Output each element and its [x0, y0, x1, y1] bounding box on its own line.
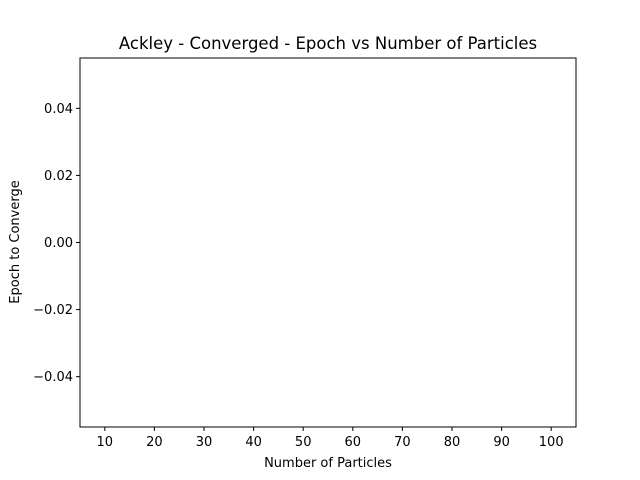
x-axis-label: Number of Particles: [264, 456, 392, 471]
x-tick-label: 10: [97, 435, 114, 450]
y-axis: −0.04 −0.02 0.00 0.02 0.04: [33, 102, 80, 385]
x-tick-label: 90: [493, 435, 510, 450]
y-tick-label: 0.04: [44, 102, 73, 117]
y-tick-label: 0.00: [44, 236, 73, 251]
y-tick-label: 0.02: [44, 169, 73, 184]
x-tick-label: 70: [394, 435, 411, 450]
x-tick-label: 30: [196, 435, 213, 450]
x-tick-label: 100: [539, 435, 564, 450]
x-tick-label: 60: [345, 435, 362, 450]
plot-area-frame: [79, 57, 577, 428]
chart-title: Ackley - Converged - Epoch vs Number of …: [119, 34, 537, 53]
x-tick-label: 80: [444, 435, 461, 450]
x-tick-label: 20: [146, 435, 163, 450]
x-tick-label: 40: [245, 435, 262, 450]
x-axis: 10 20 30 40 50 60 70 80 90 100: [97, 427, 564, 450]
y-tick-label: −0.04: [33, 370, 73, 385]
y-tick-label: −0.02: [33, 303, 73, 318]
y-axis-label: Epoch to Converge: [8, 180, 23, 303]
x-tick-label: 50: [295, 435, 312, 450]
